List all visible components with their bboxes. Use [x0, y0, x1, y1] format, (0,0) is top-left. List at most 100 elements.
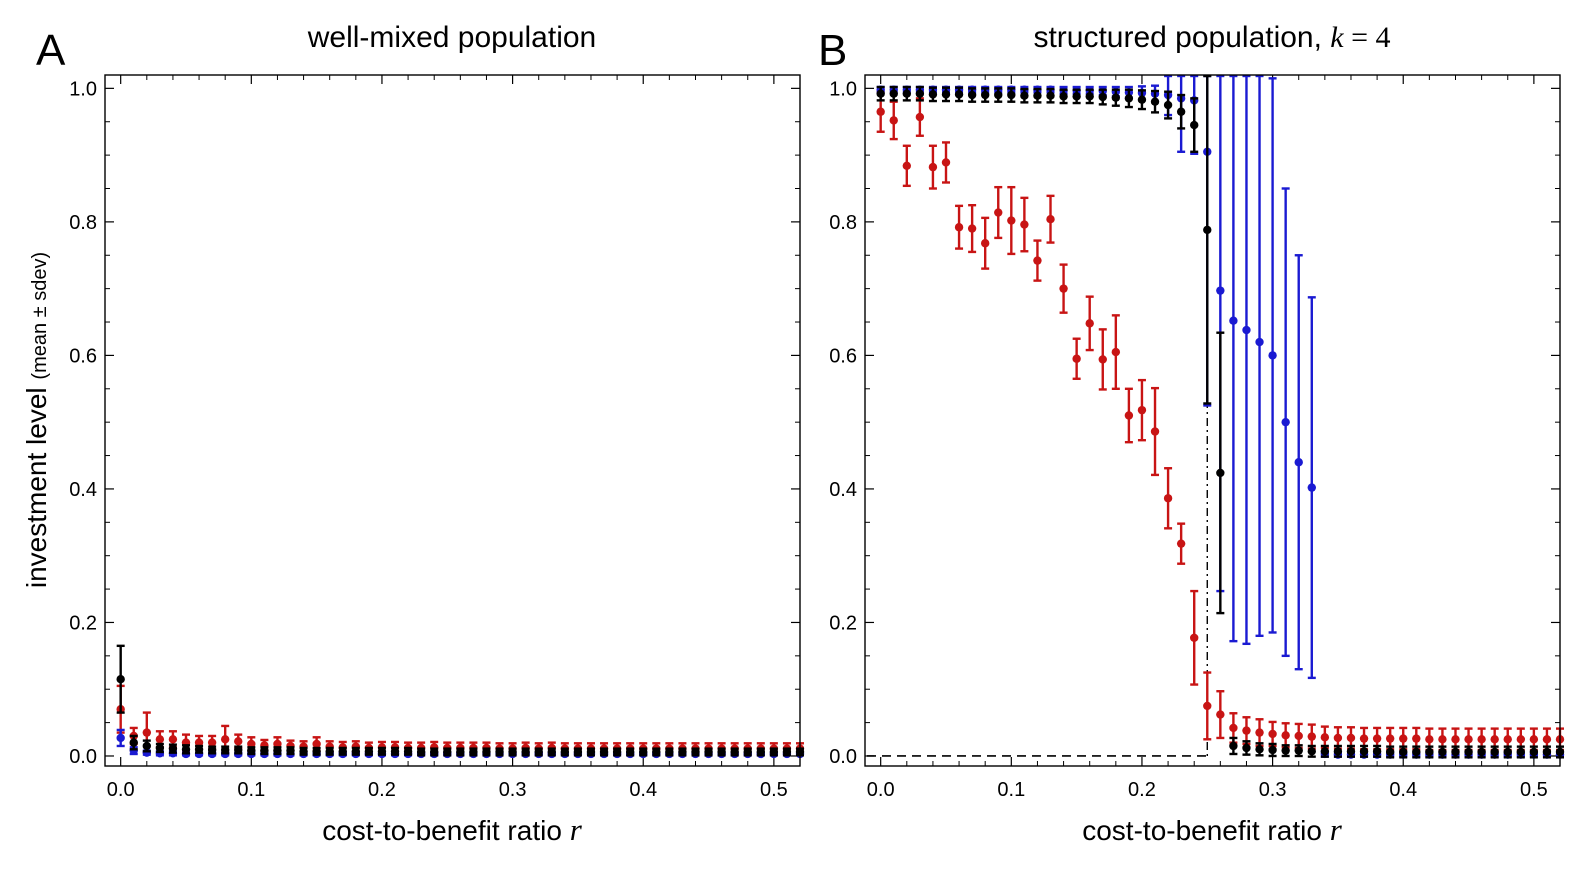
data-point — [1516, 747, 1526, 757]
data-point — [1503, 735, 1512, 744]
data-point — [325, 747, 334, 756]
data-point — [469, 747, 478, 757]
data-point — [181, 745, 191, 754]
panel-a-data-marks — [116, 644, 805, 759]
panel-b-x-axis-label-text: cost-to-benefit ratio — [1082, 815, 1322, 846]
data-point — [1516, 735, 1526, 744]
panel-b-ticks: 0.0 0.1 0.2 0.3 0.4 0.5 0.0 0.2 0.4 0.6 0.8 1.0 — [829, 75, 1561, 801]
error-bar — [1203, 74, 1212, 405]
y-tick-label: 0.6 — [69, 345, 97, 367]
data-point — [312, 739, 321, 749]
panel-a: A well-mixed population 0.0 0.1 0.2 0.3 0.4 0… — [36, 21, 805, 847]
data-point — [1268, 745, 1277, 755]
data-point — [547, 747, 556, 757]
data-point — [1150, 97, 1160, 106]
panel-b-title: structured population, k = 4 — [1033, 21, 1390, 54]
data-point — [704, 747, 713, 757]
data-point — [1490, 735, 1499, 744]
data-point — [1216, 710, 1225, 719]
data-point — [1124, 94, 1134, 103]
data-point — [168, 744, 178, 753]
y-tick-label: 0.4 — [69, 479, 97, 501]
panel-b-x-axis-label: cost-to-benefit ratio r — [1082, 812, 1342, 847]
data-point — [1190, 120, 1199, 130]
data-point — [889, 116, 898, 125]
panel-b-x-axis-label-math: r — [1330, 812, 1343, 847]
error-bar — [1229, 74, 1238, 643]
x-tick-label: 0.5 — [1520, 779, 1548, 801]
panel-b-title-eq: = 4 — [1344, 21, 1391, 54]
data-point — [639, 747, 648, 757]
data-point — [1333, 733, 1343, 743]
data-point — [1320, 747, 1330, 756]
data-point — [116, 733, 125, 743]
x-tick-label: 0.0 — [107, 779, 135, 801]
data-point — [194, 738, 204, 747]
data-point — [1033, 256, 1042, 265]
data-point — [534, 747, 543, 757]
y-axis-label-main: investment level — [21, 387, 52, 588]
data-point — [1046, 215, 1055, 224]
data-point — [560, 747, 570, 757]
data-point — [443, 747, 452, 757]
data-point — [1503, 747, 1512, 757]
x-tick-label: 0.4 — [1389, 779, 1417, 801]
data-point — [625, 747, 635, 757]
panel-b-title-text: structured population, — [1033, 21, 1330, 54]
x-tick-label: 0.3 — [499, 779, 527, 801]
y-tick-label: 0.2 — [69, 612, 97, 634]
data-point — [1098, 355, 1107, 364]
data-point — [116, 675, 125, 684]
data-point — [286, 746, 295, 755]
data-point — [756, 747, 766, 757]
data-point — [1203, 225, 1212, 235]
series-black — [876, 74, 1565, 759]
data-point — [1007, 216, 1016, 225]
data-point — [1294, 458, 1303, 467]
data-point — [1137, 95, 1147, 104]
data-point — [1438, 735, 1447, 744]
y-tick-label: 0.6 — [829, 345, 857, 367]
data-point — [312, 747, 321, 756]
data-point — [902, 89, 912, 98]
data-point — [1072, 92, 1081, 101]
data-point — [1438, 747, 1447, 757]
data-point — [1346, 747, 1356, 756]
data-point — [902, 161, 912, 170]
data-point — [1242, 743, 1251, 753]
data-point — [1085, 319, 1094, 328]
data-point — [1176, 107, 1186, 116]
data-point — [416, 747, 426, 757]
data-point — [954, 90, 964, 99]
data-point — [1320, 733, 1330, 742]
data-point — [364, 747, 374, 756]
panel-a-x-axis-label-text: cost-to-benefit ratio — [322, 815, 562, 846]
data-point — [1229, 316, 1238, 325]
data-point — [1255, 728, 1264, 737]
data-point — [456, 747, 465, 757]
data-point — [691, 747, 700, 757]
y-tick-label: 0.8 — [69, 212, 97, 234]
data-point — [1176, 539, 1186, 548]
y-tick-label: 0.0 — [69, 746, 97, 768]
data-point — [1007, 90, 1016, 100]
x-tick-label: 0.5 — [760, 779, 788, 801]
data-point — [573, 747, 583, 757]
data-point — [1111, 93, 1121, 102]
panel-a-x-axis-label-math: r — [570, 812, 583, 847]
data-point — [1542, 735, 1552, 744]
data-point — [403, 747, 413, 756]
data-point — [1033, 91, 1042, 100]
data-point — [142, 741, 152, 751]
y-tick-label: 0.4 — [829, 479, 857, 501]
data-point — [1137, 405, 1147, 415]
data-point — [1242, 726, 1251, 735]
data-point — [1477, 735, 1486, 744]
data-point — [1255, 337, 1264, 347]
data-point — [207, 745, 217, 755]
data-point — [273, 746, 282, 755]
data-point — [876, 89, 885, 98]
data-point — [928, 90, 938, 99]
y-tick-label: 0.0 — [829, 746, 857, 768]
panel-a-title-text: well-mixed population — [307, 21, 597, 54]
